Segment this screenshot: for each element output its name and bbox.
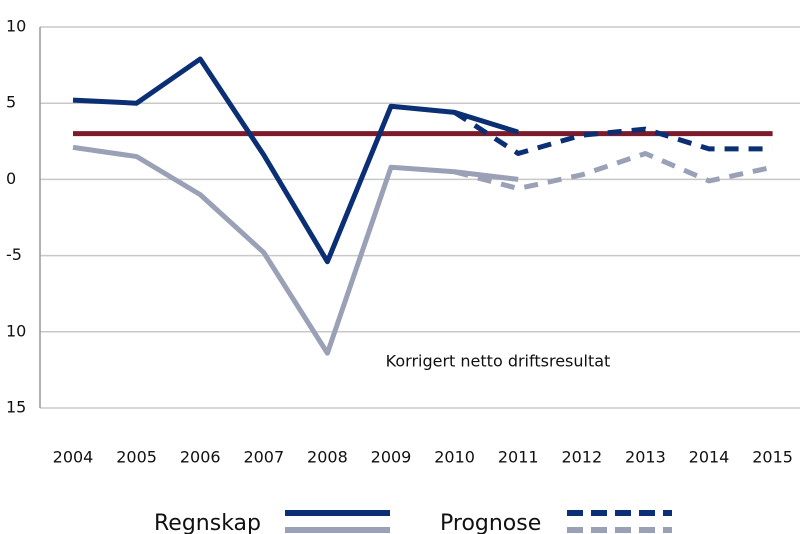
x-tick-label: 2008 [307,448,348,467]
annotation: Korrigert netto driftsresultat [386,352,611,371]
x-tick-label: 2014 [689,448,730,467]
x-tick-label: 2010 [434,448,475,467]
y-tick-label: -5 [6,245,22,264]
y-tick-label: 5 [6,93,16,112]
x-tick-label: 2007 [243,448,284,467]
x-tick-label: 2005 [116,448,157,467]
x-tick-label: 2012 [561,448,602,467]
y-tick-label: 0 [6,169,16,188]
series-line [453,150,774,192]
x-tick-label: 2004 [53,448,94,467]
series-line [72,56,519,265]
y-tick-label: 10 [6,17,26,36]
series-line [72,144,519,356]
x-tick-label: 2011 [498,448,539,467]
series-line [453,110,773,156]
y-tick-label: 15 [6,398,26,417]
legend-label: Prognose [440,511,541,534]
x-tick-label: 2015 [752,448,793,467]
x-tick-label: 2013 [625,448,666,467]
y-tick-label: 10 [6,321,26,340]
x-tick-label: 2009 [371,448,412,467]
x-tick-label: 2006 [180,448,221,467]
legend-label: Regnskap [154,511,261,534]
